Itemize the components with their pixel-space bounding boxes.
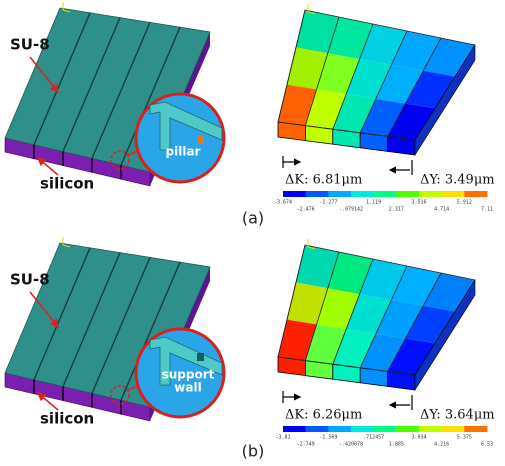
- colorbar-label: 6.53: [481, 442, 493, 448]
- silicon-label: silicon: [40, 410, 94, 428]
- colorbar-label: 1.885: [389, 442, 404, 448]
- colorbar-segment: [464, 426, 487, 432]
- colorbar-segment: [283, 191, 306, 197]
- delta-k: ΔK: 6.81μm: [285, 173, 362, 188]
- colorbar-label: 2.317: [389, 207, 404, 213]
- colorbar-label: -2.749: [297, 442, 315, 448]
- colorbar-label: .712457: [363, 435, 384, 441]
- delta-y: ΔY: 3.49μm: [420, 173, 495, 188]
- colorbar-label: -3.81: [275, 435, 290, 441]
- colorbar-segment: [306, 191, 329, 197]
- panel: pillar SU-8 silicon ΔK: 6.81μm ΔY: 3.49μm -3.…: [5, 2, 495, 228]
- zoom-label: wall: [174, 381, 201, 395]
- dk-arrow: [283, 156, 300, 168]
- su8-label: SU-8: [10, 271, 50, 289]
- dk-arrow: [283, 391, 300, 403]
- colorbar-segment: [351, 191, 374, 197]
- colorbar-label: 4.714: [434, 207, 449, 213]
- colorbar-segment: [442, 426, 465, 432]
- colorbar-segment: [419, 191, 442, 197]
- colorbar-segment: [464, 191, 487, 197]
- su8-label: SU-8: [10, 36, 50, 54]
- colorbar-segment: [306, 426, 329, 432]
- colorbar-segment: [374, 426, 397, 432]
- colorbar-segment: [396, 426, 419, 432]
- delta-k: ΔK: 6.26μm: [285, 408, 362, 423]
- colorbar-segment: [351, 426, 374, 432]
- colorbar-segment: [419, 426, 442, 432]
- caption: (b): [242, 442, 265, 461]
- zoom-label: support: [162, 368, 215, 382]
- colorbar-label: 3.034: [411, 435, 426, 441]
- delta-y: ΔY: 3.64μm: [420, 408, 495, 423]
- colorbar-segment: [374, 191, 397, 197]
- zoom-feature: [197, 353, 204, 361]
- colorbar-label: 3.516: [411, 200, 426, 206]
- zoom-feature: [197, 136, 204, 144]
- colorbar-label: 5.375: [457, 435, 472, 441]
- colorbar-label: 7.11: [481, 207, 493, 213]
- colorbar-label: -.079142: [339, 207, 363, 213]
- colorbar-segment: [396, 191, 419, 197]
- colorbar-label: 4.216: [434, 442, 449, 448]
- colorbar-label: -1.569: [319, 435, 337, 441]
- colorbar-label: -2.476: [297, 207, 315, 213]
- caption: (a): [242, 209, 264, 228]
- colorbar-label: -3.674: [274, 200, 292, 206]
- colorbar-label: -1.277: [319, 200, 337, 206]
- zoom-circle: [136, 94, 224, 182]
- colorbar-segment: [283, 426, 306, 432]
- colorbar-segment: [328, 191, 351, 197]
- colorbar-segment: [442, 191, 465, 197]
- colorbar-label: -.420078: [339, 442, 363, 448]
- zoom-label: pillar: [166, 145, 201, 159]
- colorbar-label: 1.119: [366, 200, 381, 206]
- colorbar-segment: [328, 426, 351, 432]
- colorbar-label: 5.912: [457, 200, 472, 206]
- silicon-label: silicon: [40, 175, 94, 193]
- figure: pillar SU-8 silicon ΔK: 6.81μm ΔY: 3.49μm -3.…: [0, 0, 505, 466]
